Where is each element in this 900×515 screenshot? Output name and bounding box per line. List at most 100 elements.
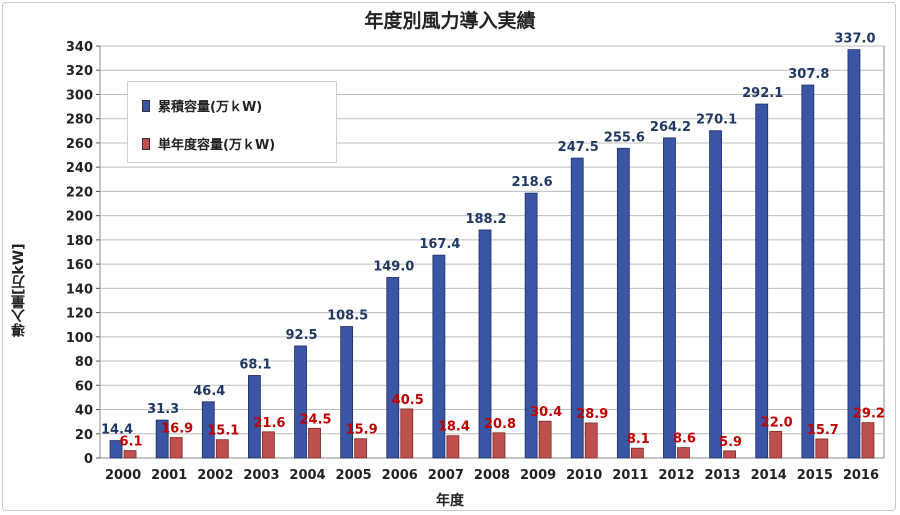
data-label-cumulative: 68.1 [239, 357, 271, 372]
bar-annual [584, 422, 598, 459]
bar-cumulative [801, 84, 815, 459]
bar-annual [723, 450, 736, 459]
data-label-annual: 6.1 [120, 435, 143, 450]
legend-swatch-cumulative [142, 99, 150, 112]
y-tick-label: 340 [66, 40, 93, 55]
y-tick-label: 320 [66, 64, 93, 79]
bar-annual [400, 408, 414, 459]
x-tick-label: 2009 [520, 468, 556, 483]
y-tick-label: 80 [75, 355, 93, 370]
bar-annual [354, 438, 368, 459]
bar-annual [815, 438, 829, 459]
y-tick-label: 180 [66, 234, 93, 249]
bar-cumulative [294, 345, 307, 459]
legend-label-cumulative: 累積容量(万ｋW) [158, 100, 263, 115]
data-label-cumulative: 255.6 [604, 130, 645, 145]
data-label-cumulative: 108.5 [327, 309, 368, 324]
y-tick-label: 160 [66, 258, 93, 273]
data-label-cumulative: 167.4 [419, 237, 460, 252]
y-tick-label: 300 [66, 88, 93, 103]
bar-annual [308, 427, 321, 459]
x-tick-label: 2016 [843, 468, 879, 483]
data-label-annual: 20.8 [484, 417, 516, 432]
x-tick-label: 2004 [289, 468, 325, 483]
bar-cumulative [709, 130, 722, 459]
data-label-annual: 5.9 [719, 435, 742, 450]
bar-cumulative [201, 401, 215, 459]
bar-cumulative [616, 147, 630, 459]
data-label-annual: 40.5 [392, 393, 424, 408]
y-tick-label: 100 [66, 331, 93, 346]
bar-cumulative [524, 192, 538, 459]
x-tick-label: 2008 [474, 468, 510, 483]
x-tick-label: 2001 [151, 468, 187, 483]
y-tick-label: 140 [66, 282, 93, 297]
y-tick-label: 280 [66, 113, 93, 128]
bar-annual [861, 422, 875, 459]
bar-cumulative [663, 137, 676, 459]
bar-annual [123, 450, 137, 459]
bar-cumulative [386, 277, 400, 459]
data-label-cumulative: 292.1 [742, 86, 783, 101]
bar-annual [169, 437, 183, 459]
bar-annual [677, 447, 690, 459]
x-tick-label: 2015 [797, 468, 833, 483]
data-label-cumulative: 14.4 [101, 423, 133, 438]
bar-annual [215, 439, 229, 459]
legend-label-annual: 単年度容量(万ｋW) [158, 138, 276, 153]
data-label-cumulative: 188.2 [465, 212, 506, 227]
y-tick-label: 20 [75, 428, 93, 443]
data-label-annual: 21.6 [253, 416, 285, 431]
bar-annual [630, 447, 644, 459]
data-label-annual: 15.7 [807, 423, 839, 438]
x-tick-label: 2006 [382, 468, 418, 483]
bar-annual [769, 430, 783, 459]
data-label-cumulative: 264.2 [650, 120, 691, 135]
y-tick-label: 260 [66, 137, 93, 152]
x-tick-label: 2000 [105, 468, 141, 483]
data-label-cumulative: 307.8 [788, 67, 829, 82]
x-tick-label: 2003 [243, 468, 279, 483]
data-label-annual: 29.2 [853, 407, 885, 422]
y-tick-label: 240 [66, 161, 93, 176]
data-label-cumulative: 247.5 [558, 140, 599, 155]
data-label-cumulative: 31.3 [147, 402, 179, 417]
data-label-annual: 22.0 [761, 415, 793, 430]
bar-cumulative [847, 49, 861, 459]
bar-cumulative [570, 157, 584, 459]
x-tick-label: 2013 [704, 468, 740, 483]
x-tick-label: 2010 [566, 468, 602, 483]
y-tick-label: 0 [84, 452, 93, 467]
data-label-annual: 8.6 [673, 432, 696, 447]
bar-annual [538, 420, 552, 459]
data-label-annual: 30.4 [530, 405, 562, 420]
bar-annual [262, 431, 275, 459]
y-tick-label: 220 [66, 185, 93, 200]
legend-swatch-annual [142, 137, 150, 150]
y-tick-label: 200 [66, 210, 93, 225]
data-label-annual: 8.1 [627, 432, 650, 447]
data-label-annual: 16.9 [161, 422, 193, 437]
bar-cumulative [432, 254, 446, 459]
data-label-cumulative: 218.6 [512, 175, 553, 190]
legend-item-annual: 単年度容量(万ｋW) [142, 134, 275, 153]
y-tick-label: 120 [66, 307, 93, 322]
x-tick-label: 2007 [428, 468, 464, 483]
bar-cumulative [248, 375, 261, 459]
y-tick-label: 60 [75, 379, 93, 394]
bar-annual [492, 432, 506, 459]
legend-item-cumulative: 累積容量(万ｋW) [142, 96, 262, 115]
data-label-annual: 18.4 [438, 420, 470, 435]
data-label-cumulative: 149.0 [373, 259, 414, 274]
y-tick-label: 40 [75, 404, 93, 419]
data-label-cumulative: 92.5 [285, 328, 317, 343]
bar-cumulative [478, 229, 492, 459]
bar-cumulative [109, 440, 123, 459]
bar-cumulative [340, 326, 354, 459]
x-tick-label: 2011 [612, 468, 648, 483]
legend: 累積容量(万ｋW) 単年度容量(万ｋW) [127, 81, 337, 163]
data-label-annual: 24.5 [299, 412, 331, 427]
bar-cumulative [155, 419, 169, 459]
